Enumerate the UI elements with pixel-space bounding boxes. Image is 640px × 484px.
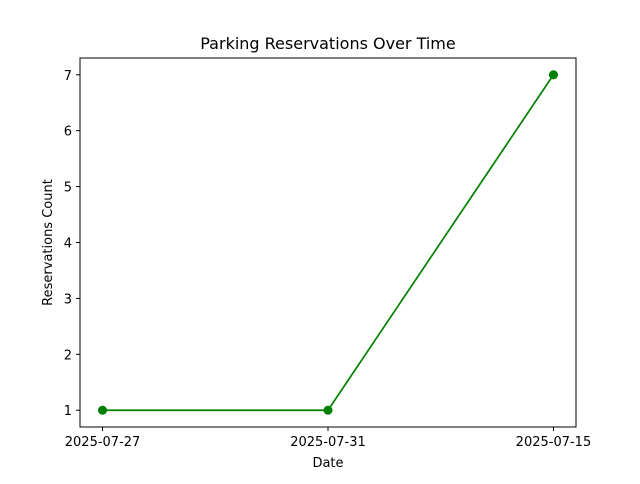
y-axis-ticks: 1 2 3 4 5 6 7 (64, 69, 80, 419)
data-point (97, 405, 108, 415)
x-axis-label: Date (312, 456, 343, 471)
y-tick-label: 4 (64, 237, 72, 252)
series-layer (97, 70, 559, 415)
x-tick-label: 2025-07-31 (290, 435, 366, 450)
y-tick-label: 6 (64, 125, 72, 140)
y-tick-label: 5 (64, 181, 72, 196)
data-point (548, 70, 559, 80)
x-tick-label: 2025-07-15 (516, 435, 592, 450)
y-tick-label: 7 (64, 69, 72, 84)
x-axis-ticks: 2025-07-27 2025-07-31 2025-07-15 (65, 427, 591, 450)
y-tick-label: 2 (64, 348, 72, 363)
chart-title: Parking Reservations Over Time (200, 34, 455, 53)
data-point (323, 405, 333, 415)
y-tick-label: 1 (64, 404, 72, 419)
x-tick-label: 2025-07-27 (65, 435, 141, 450)
y-axis-label: Reservations Count (41, 179, 56, 306)
plot-area-frame (79, 57, 577, 428)
y-tick-label: 3 (64, 292, 72, 307)
